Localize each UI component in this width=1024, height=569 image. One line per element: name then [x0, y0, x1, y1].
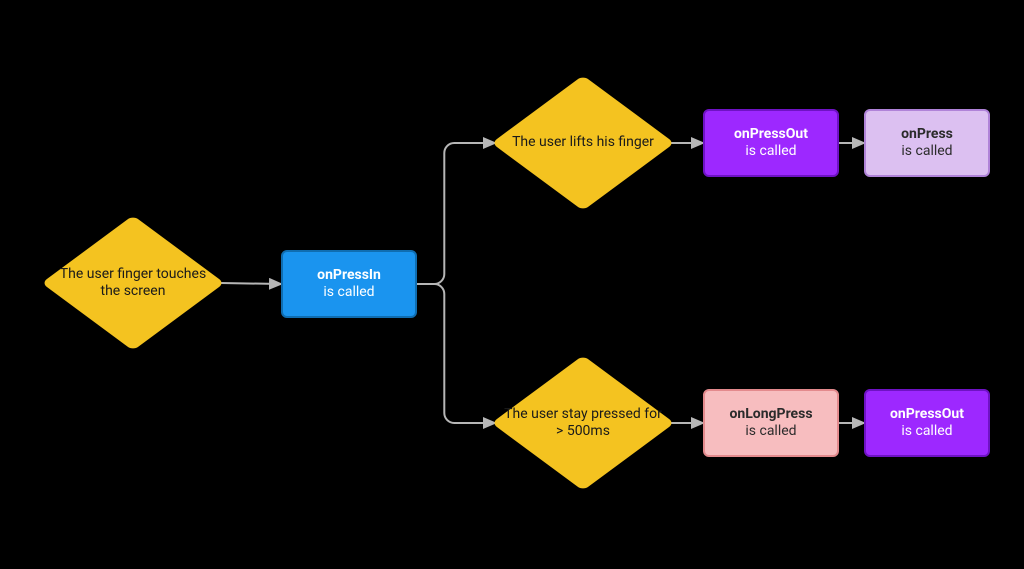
node-onPressIn-subtitle: is called — [317, 284, 381, 302]
edge-start-to-onPressIn — [221, 283, 281, 284]
node-start-subtitle: The user finger touches the screen — [54, 266, 212, 301]
node-onLongPress-subtitle: is called — [729, 423, 812, 441]
node-onPress-subtitle: is called — [901, 143, 953, 161]
edge-onPressIn-to-stay — [417, 284, 495, 423]
node-onPressOut2: onPressOutis called — [864, 389, 990, 457]
node-onPressOut1-title: onPressOut — [734, 126, 808, 144]
node-onLongPress-title: onLongPress — [729, 406, 812, 424]
node-stay: The user stay pressed for > 500ms — [495, 358, 671, 488]
node-onPressOut2-subtitle: is called — [890, 423, 964, 441]
flowchart-canvas: The user finger touches the screen onPres… — [0, 0, 1024, 569]
node-lift-subtitle: The user lifts his finger — [512, 134, 654, 152]
node-onPressIn: onPressInis called — [281, 250, 417, 318]
node-onPress-title: onPress — [901, 126, 953, 144]
node-onPressIn-title: onPressIn — [317, 267, 381, 285]
edge-onPressIn-to-lift — [417, 143, 495, 284]
node-onPressOut1: onPressOutis called — [703, 109, 839, 177]
node-onLongPress: onLongPressis called — [703, 389, 839, 457]
node-stay-subtitle: The user stay pressed for > 500ms — [504, 406, 662, 441]
node-onPressOut2-title: onPressOut — [890, 406, 964, 424]
node-lift: The user lifts his finger — [495, 78, 671, 208]
node-onPress: onPressis called — [864, 109, 990, 177]
node-start: The user finger touches the screen — [45, 218, 221, 348]
node-onPressOut1-subtitle: is called — [734, 143, 808, 161]
